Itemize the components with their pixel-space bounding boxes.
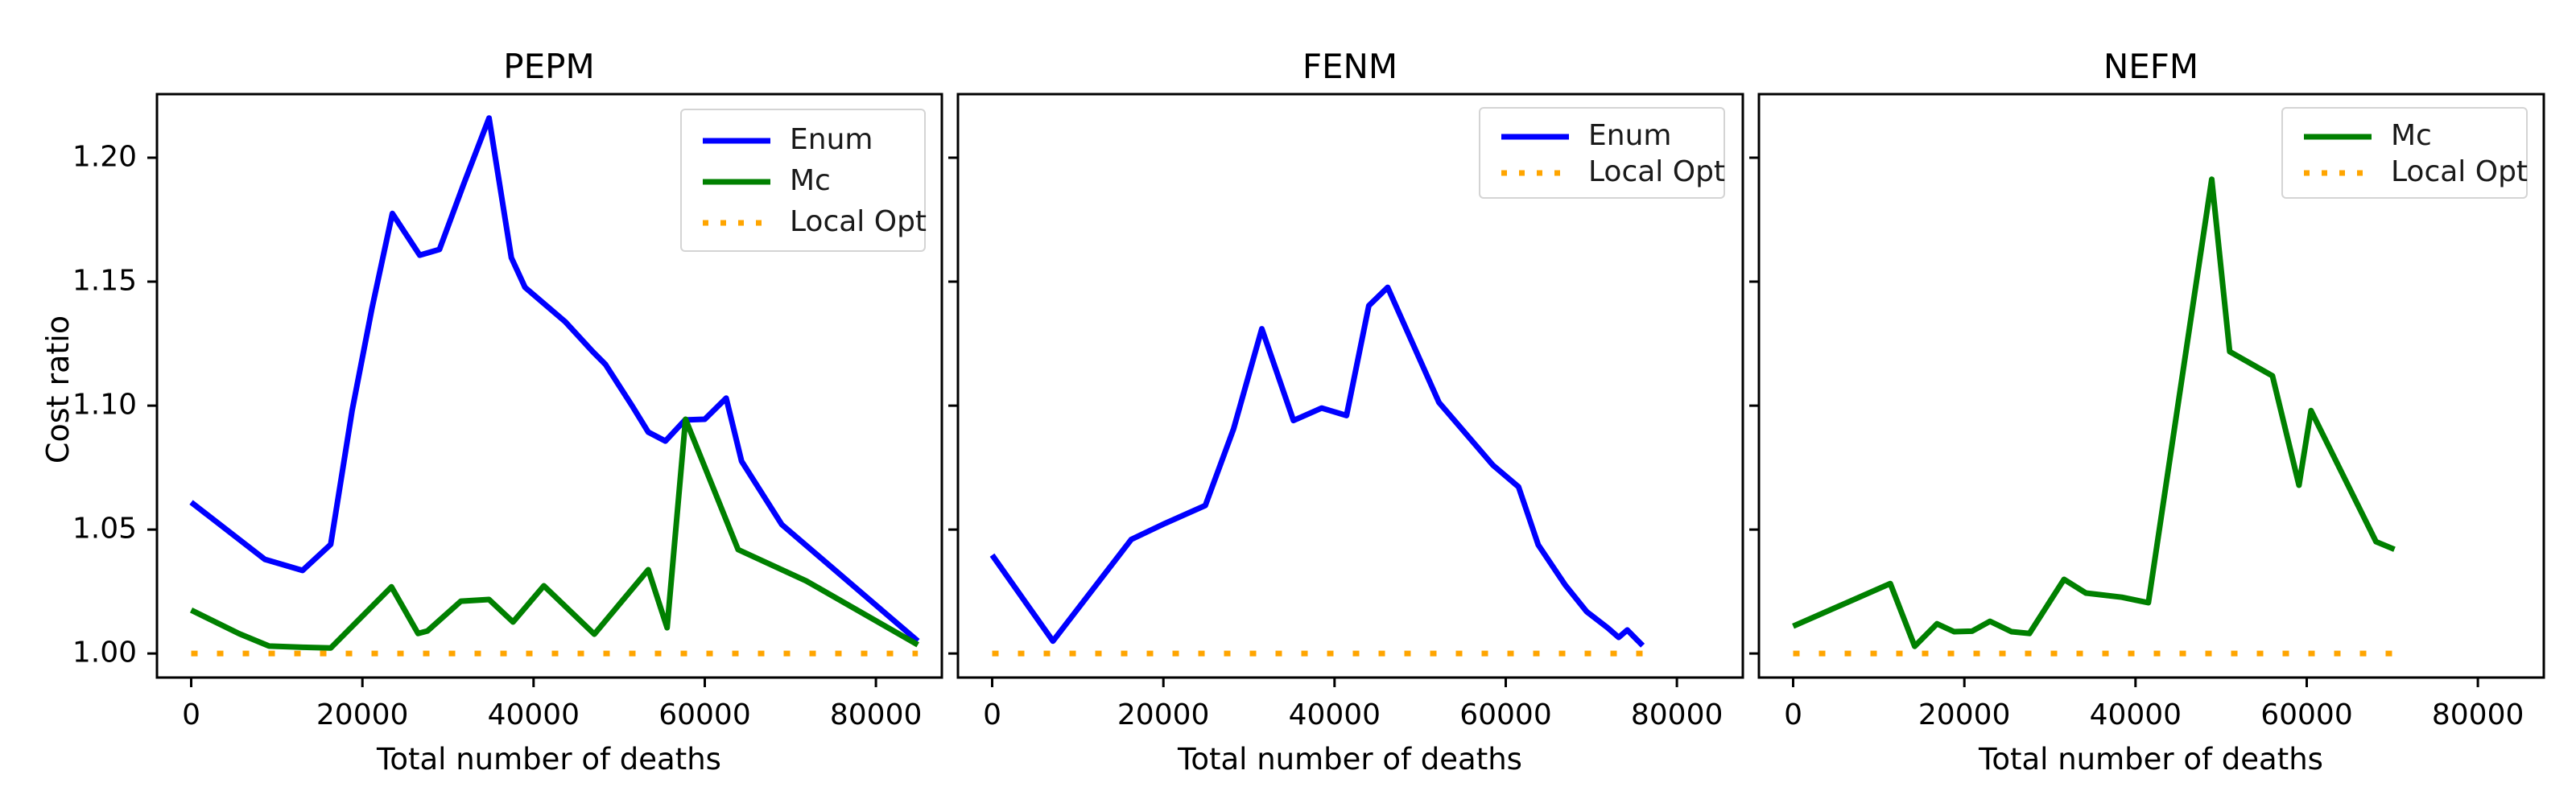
- legend-label: Enum: [1588, 118, 1672, 152]
- x-tick-label: 80000: [2431, 698, 2524, 731]
- legend-label: Local Opt: [1588, 154, 1726, 188]
- x-axis-label-1: Total number of deaths: [377, 742, 721, 777]
- line-swatch: [2304, 134, 2372, 139]
- y-tick-label: 1.05: [72, 512, 137, 546]
- x-tick-label: 60000: [658, 698, 751, 731]
- legend-label: Mc: [2391, 118, 2432, 152]
- legend-box: Enum Local Opt: [1479, 107, 1725, 199]
- x-tick-label: 0: [1784, 698, 1802, 731]
- legend-label: Local Opt: [2391, 154, 2529, 188]
- x-tick-label: 40000: [2089, 698, 2182, 731]
- series-line-mc: [1792, 176, 2396, 649]
- legend-label: Mc: [790, 163, 831, 197]
- legend-label: Local Opt: [790, 205, 927, 239]
- series-line-mc: [189, 416, 919, 651]
- x-axis-label-3: Total number of deaths: [1979, 742, 2323, 777]
- line-swatch: [703, 138, 770, 144]
- dotted-line-swatch: [2304, 170, 2372, 175]
- plot-area-pepm: [147, 93, 943, 687]
- panel-title-fenm: FENM: [1302, 47, 1398, 86]
- plot-area-fenm: [948, 93, 1744, 687]
- x-axis-label-2: Total number of deaths: [1178, 742, 1522, 777]
- x-tick-label: 60000: [1459, 698, 1552, 731]
- x-tick-label: 20000: [316, 698, 409, 731]
- legend-box: Enum Mc Local Opt: [680, 109, 927, 252]
- panel-title-nefm: NEFM: [2103, 47, 2199, 86]
- x-tick-label: 0: [182, 698, 200, 731]
- panel-title-pepm: PEPM: [503, 47, 595, 86]
- dotted-line-swatch: [703, 220, 770, 226]
- plot-area-nefm: [1749, 93, 2545, 687]
- x-tick-label: 20000: [1918, 698, 2011, 731]
- line-swatch: [703, 179, 770, 185]
- y-tick-label: 1.15: [72, 264, 137, 298]
- dotted-line-swatch: [1501, 170, 1569, 175]
- axes-spines: [1757, 93, 2545, 679]
- x-tick-label: 80000: [829, 698, 923, 731]
- x-tick-label: 0: [983, 698, 1001, 731]
- series-line-enum: [989, 284, 1645, 648]
- axes-spines: [155, 93, 943, 679]
- y-tick-label: 1.00: [72, 636, 137, 669]
- x-tick-label: 20000: [1117, 698, 1210, 731]
- legend-label: Enum: [790, 122, 873, 156]
- tick-marks: [1749, 156, 2479, 687]
- line-swatch: [1501, 134, 1569, 139]
- y-tick-label: 1.20: [72, 140, 137, 174]
- x-tick-label: 40000: [487, 698, 580, 731]
- x-tick-label: 40000: [1288, 698, 1381, 731]
- y-tick-label: 1.10: [72, 388, 137, 422]
- tick-marks: [948, 156, 1678, 687]
- x-tick-label: 80000: [1630, 698, 1724, 731]
- series-line-enum: [189, 115, 920, 644]
- axes-spines: [956, 93, 1744, 679]
- tick-marks: [147, 156, 877, 687]
- legend-box: Mc Local Opt: [2281, 107, 2528, 199]
- x-tick-label: 60000: [2260, 698, 2353, 731]
